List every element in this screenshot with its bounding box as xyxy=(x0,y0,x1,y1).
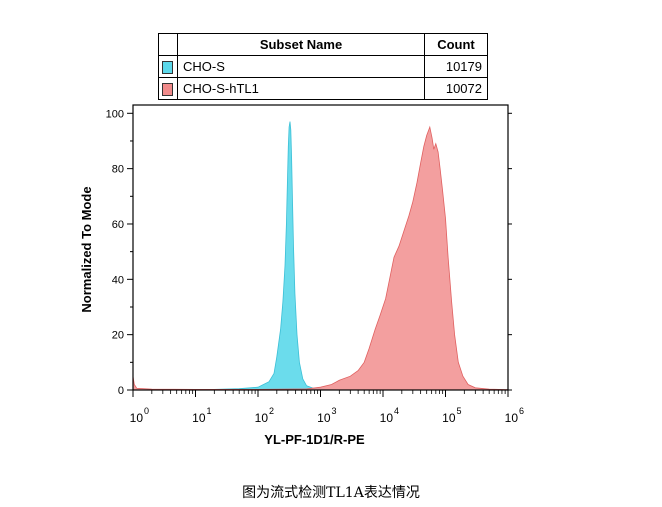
legend-subset-name-header: Subset Name xyxy=(177,33,425,56)
y-tick-label-100: 100 xyxy=(106,108,124,120)
x-tick-label-6: 10 xyxy=(505,411,519,425)
y-tick-label-0: 0 xyxy=(118,385,124,397)
x-tick-label-1: 10 xyxy=(192,411,206,425)
x-tick-exponent-3: 3 xyxy=(332,406,337,416)
x-tick-exponent-1: 1 xyxy=(207,406,212,416)
legend-swatch-cho-s-htl1 xyxy=(162,83,173,97)
y-axis-label: Normalized To Mode xyxy=(79,186,94,312)
y-tick-label-60: 60 xyxy=(112,219,124,231)
x-tick-label-3: 10 xyxy=(317,411,331,425)
x-tick-label-2: 10 xyxy=(255,411,269,425)
legend-table: Subset Name Count CHO-S 10179 CHO-S-hTL1… xyxy=(158,33,488,100)
x-tick-label-4: 10 xyxy=(380,411,394,425)
x-tick-exponent-5: 5 xyxy=(457,406,462,416)
legend-row-cho-s-htl1: CHO-S-hTL1 10072 xyxy=(158,77,488,100)
y-tick-label-20: 20 xyxy=(112,330,124,342)
x-tick-exponent-0: 0 xyxy=(144,406,149,416)
x-tick-exponent-4: 4 xyxy=(394,406,399,416)
x-axis-label: YL-PF-1D1/R-PE xyxy=(264,432,365,447)
x-tick-exponent-2: 2 xyxy=(269,406,274,416)
x-tick-label-0: 10 xyxy=(130,411,144,425)
y-tick-label-40: 40 xyxy=(112,274,124,286)
y-tick-label-80: 80 xyxy=(112,164,124,176)
figure-caption: 图为流式检测TL1A表达情况 xyxy=(242,485,420,501)
series-area-cho-s xyxy=(132,121,340,391)
x-tick-exponent-6: 6 xyxy=(519,406,524,416)
legend-count-cho-s-htl1: 10072 xyxy=(424,77,488,100)
legend-swatch-cho-s xyxy=(162,61,173,75)
legend-count-cho-s: 10179 xyxy=(424,55,488,78)
legend-name-cho-s-htl1: CHO-S-hTL1 xyxy=(177,77,425,100)
x-tick-label-5: 10 xyxy=(442,411,456,425)
series-area-cho-s-htl1 xyxy=(132,125,509,391)
